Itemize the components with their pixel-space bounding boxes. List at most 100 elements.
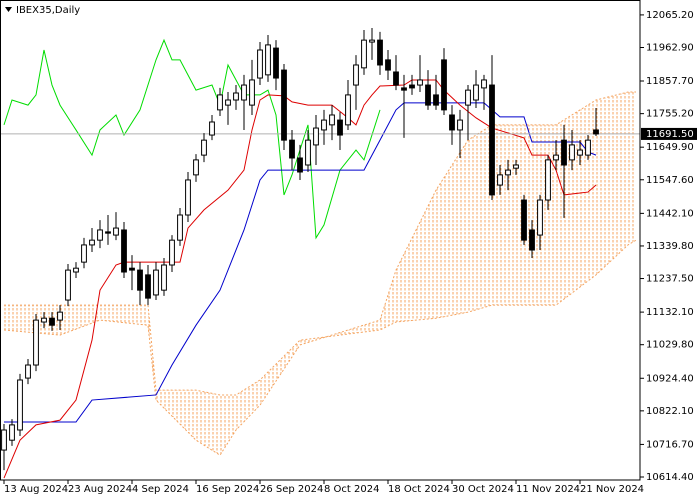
candle-body <box>369 39 375 43</box>
last-price-label: 11691.50 <box>646 129 694 140</box>
candle-body <box>105 231 111 234</box>
candle-body <box>185 179 191 216</box>
candle-body <box>345 94 351 126</box>
candle-body <box>417 79 423 86</box>
candle-body <box>441 59 447 111</box>
candle-body <box>169 239 175 266</box>
candle-body <box>577 149 583 156</box>
candle-body <box>593 129 599 135</box>
candle-body <box>217 94 223 111</box>
candle-body <box>41 317 47 323</box>
ichimoku-cloud <box>4 92 636 456</box>
x-tick-label: 16 Sep 2024 <box>196 484 259 495</box>
candle-body <box>9 424 15 441</box>
candle-body <box>561 139 567 166</box>
x-tick-label: 23 Aug 2024 <box>68 484 132 495</box>
candle-body <box>281 69 287 141</box>
candle-body <box>233 92 239 101</box>
candle-body <box>177 214 183 241</box>
y-tick-label: 11755.20 <box>646 109 694 120</box>
candle-body <box>457 119 463 131</box>
candle-body <box>113 227 119 236</box>
candle-body <box>425 84 431 106</box>
candle-body <box>161 264 167 291</box>
candle-body <box>17 379 23 431</box>
x-tick-label: 8 Oct 2024 <box>324 484 379 495</box>
candle-body <box>473 84 479 101</box>
plot-area <box>0 28 640 479</box>
y-tick-label: 11649.90 <box>646 142 694 153</box>
candle-body <box>513 164 519 169</box>
title-marker <box>5 7 12 12</box>
candle-body <box>225 99 231 106</box>
plot-frame <box>0 0 641 481</box>
candle-body <box>81 244 87 263</box>
x-tick-label: 11 Nov 2024 <box>516 484 580 495</box>
x-tick-label: 18 Oct 2024 <box>388 484 450 495</box>
indicator-line <box>4 102 597 423</box>
candle-body <box>145 274 151 299</box>
candle-body <box>361 39 367 69</box>
candle-body <box>497 174 503 186</box>
indicator-line <box>3 79 597 479</box>
candle-body <box>201 139 207 156</box>
candle-body <box>153 269 159 296</box>
y-tick-label: 10716.70 <box>646 439 694 450</box>
candle-body <box>385 59 391 71</box>
candle-body <box>57 311 63 321</box>
candle-body <box>209 121 215 136</box>
candle-body <box>73 267 79 273</box>
candle-body <box>353 64 359 86</box>
candle-body <box>193 159 199 176</box>
candle-body <box>409 84 415 89</box>
candle-body <box>129 267 135 271</box>
candle-body <box>329 114 335 126</box>
candle-body <box>89 239 95 246</box>
candle-body <box>377 39 383 66</box>
candle-body <box>305 139 311 166</box>
y-tick-label: 11029.80 <box>646 340 694 351</box>
last-price-tag <box>641 127 697 140</box>
candle-body <box>337 119 343 136</box>
candle-body <box>321 119 327 131</box>
candle-body <box>249 79 255 106</box>
candle-body <box>121 229 127 273</box>
cloud-span-line <box>3 91 636 456</box>
candle-body <box>313 127 319 146</box>
candle-body <box>433 94 439 106</box>
candle-body <box>1 429 7 451</box>
x-tick-label: 26 Sep 2024 <box>260 484 323 495</box>
candle-body <box>97 229 103 241</box>
candle-body <box>545 159 551 201</box>
candle-body <box>401 87 407 91</box>
candle-body <box>569 144 575 161</box>
y-tick-label: 11237.50 <box>646 274 694 285</box>
candle-body <box>537 199 543 236</box>
candle-body <box>489 84 495 196</box>
candle-body <box>297 157 303 173</box>
y-tick-label: 10822.10 <box>646 406 694 417</box>
candle-body <box>49 317 55 326</box>
y-tick-label: 11857.70 <box>646 76 694 87</box>
candle-body <box>265 44 271 76</box>
y-tick-label: 12065.20 <box>646 10 694 21</box>
x-tick-label: 30 Oct 2024 <box>452 484 514 495</box>
x-tick-label: 13 Aug 2024 <box>4 484 68 495</box>
candle-body <box>289 139 295 159</box>
candle-body <box>449 114 455 131</box>
indicator-line <box>3 38 381 240</box>
y-tick-label: 11962.90 <box>646 42 694 53</box>
x-tick-label: 4 Sep 2024 <box>132 484 189 495</box>
y-tick-label: 11547.60 <box>646 175 694 186</box>
y-tick-label: 11132.10 <box>646 307 694 318</box>
x-tick-label: 21 Nov 2024 <box>580 484 644 495</box>
candle-body <box>481 79 487 89</box>
candle-body <box>65 269 71 301</box>
candle-body <box>241 84 247 101</box>
candle-body <box>25 364 31 379</box>
y-tick-label: 10924.40 <box>646 373 694 384</box>
candle-body <box>257 49 263 79</box>
candle-body <box>33 319 39 366</box>
candle-body <box>393 71 399 86</box>
